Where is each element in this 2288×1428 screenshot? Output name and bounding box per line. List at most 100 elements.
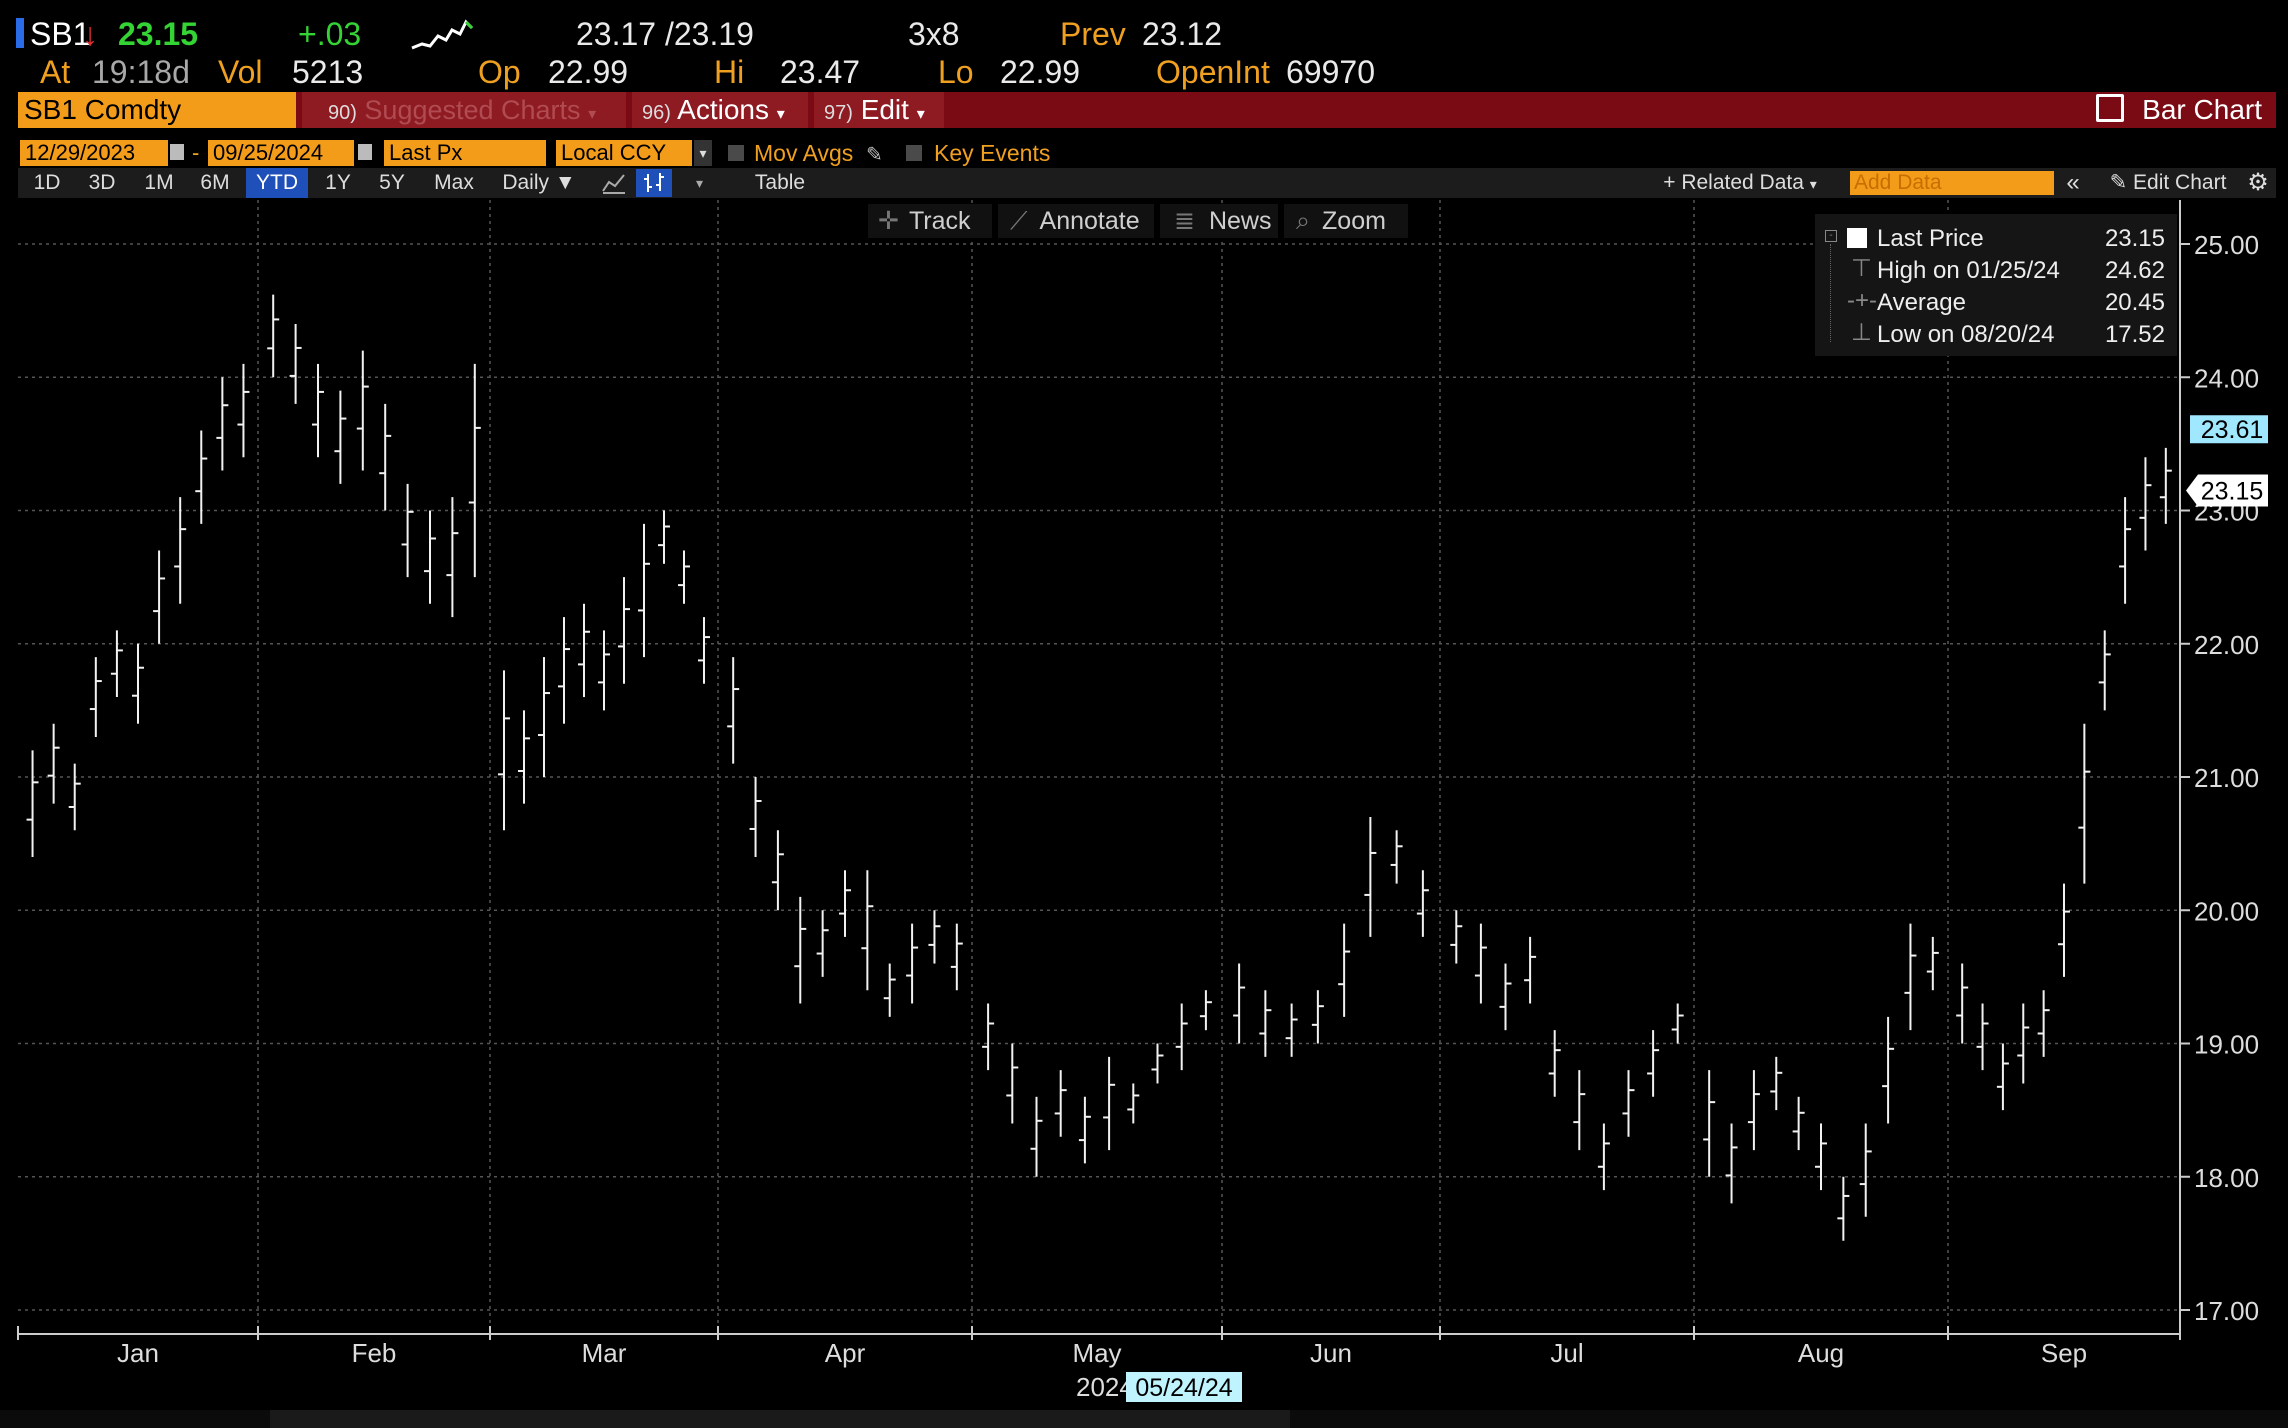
last-price: 23.15	[118, 16, 199, 52]
pencil-icon[interactable]: ✎	[866, 144, 883, 166]
price-bar	[1524, 936, 1537, 1004]
price-bar	[1338, 923, 1351, 1017]
actions-button[interactable]: 96) Actions ▾	[632, 92, 808, 128]
suggested-label: Suggested Charts	[364, 95, 581, 125]
price-bar	[356, 350, 369, 471]
range-ytd[interactable]: YTD	[246, 168, 308, 198]
y-tick-label: 19.00	[2194, 1030, 2259, 1060]
open-value: 22.99	[548, 54, 629, 90]
magnifier-icon: ⌕	[1296, 207, 1311, 235]
chevron-down-icon: ▾	[588, 106, 597, 123]
zoom-tool[interactable]: ⌕ Zoom	[1284, 204, 1408, 238]
calendar-icon[interactable]	[170, 144, 184, 160]
price-bar	[1175, 1003, 1188, 1071]
y-tick-label: 17.00	[2194, 1296, 2259, 1326]
add-data-input[interactable]: Add Data	[1850, 171, 2054, 195]
collapse-icon[interactable]: «	[2066, 169, 2080, 196]
chart-legend: - Last Price 23.15 ⊤ High on 01/25/24 24…	[1815, 214, 2177, 356]
price-marker-label: 23.61	[2201, 416, 2264, 444]
legend-low-value: 17.52	[2104, 321, 2165, 348]
related-data-button[interactable]: + Related Data ▾	[1646, 168, 1834, 198]
price-bar	[153, 550, 166, 644]
range-max[interactable]: Max	[434, 171, 474, 194]
price-bar	[518, 710, 530, 804]
price-marker-label: 23.15	[2201, 478, 2264, 506]
price-bar	[174, 497, 187, 604]
open-label: Op	[478, 54, 521, 90]
scroll-track[interactable]	[270, 1410, 1290, 1428]
line-chart-icon[interactable]	[600, 170, 628, 196]
x-tick-label: Jul	[1550, 1338, 1583, 1368]
x-tick-label: Mar	[582, 1338, 627, 1368]
price-bar	[2078, 723, 2091, 884]
bar-chart-button[interactable]: Bar Chart	[2096, 92, 2262, 128]
price-bar	[678, 550, 690, 604]
y-tick-label: 22.00	[2194, 630, 2259, 660]
edit-button[interactable]: 97) Edit ▾	[814, 92, 944, 128]
price-bar	[401, 483, 414, 578]
price-bar	[1006, 1043, 1019, 1124]
net-change: +.03	[298, 16, 362, 52]
legend-average-label: Average	[1877, 289, 1966, 316]
mov-avgs-checkbox[interactable]	[728, 145, 744, 161]
currency-select[interactable]: Local CCY	[556, 140, 692, 166]
low-value: 22.99	[1000, 54, 1081, 90]
end-date-field[interactable]: 09/25/2024	[208, 140, 354, 166]
track-tool[interactable]: ✛ Track	[868, 204, 992, 238]
range-5y[interactable]: 5Y	[379, 171, 405, 194]
price-bar	[698, 617, 710, 684]
price-bar	[195, 430, 208, 524]
date-separator: -	[192, 140, 200, 165]
chevron-down-icon[interactable]: ▾	[696, 175, 704, 191]
price-marker: 23.15	[2186, 474, 2268, 507]
price-bar	[1671, 1003, 1684, 1044]
actions-number: 96)	[642, 102, 671, 124]
key-events-label[interactable]: Key Events	[934, 140, 1051, 166]
price-bar	[1127, 1083, 1140, 1124]
price-bar	[1499, 963, 1512, 1031]
price-bar	[1548, 1030, 1561, 1097]
range-1m[interactable]: 1M	[144, 171, 174, 194]
price-bar	[1103, 1056, 1116, 1151]
gear-icon[interactable]: ⚙	[2247, 169, 2269, 196]
key-events-checkbox[interactable]	[906, 145, 922, 161]
last-price-swatch	[1847, 228, 1867, 248]
y-tick-label: 21.00	[2194, 763, 2259, 793]
table-button[interactable]: Table	[754, 171, 806, 194]
chevron-down-icon[interactable]: ▾	[694, 140, 712, 166]
price-bar	[2037, 990, 2050, 1057]
collapse-icon[interactable]: -	[1825, 230, 1837, 242]
range-6m[interactable]: 6M	[200, 171, 230, 194]
price-bar	[1054, 1070, 1067, 1137]
related-data-label: Related Data	[1681, 171, 1804, 194]
edit-chart-button[interactable]: ✎ Edit Chart	[2098, 168, 2238, 198]
annotate-tool[interactable]: ⟋ Annotate	[998, 204, 1154, 238]
range-1d[interactable]: 1D	[33, 171, 61, 194]
bar-chart-icon[interactable]	[636, 169, 672, 197]
popout-icon	[2096, 94, 2125, 122]
price-bar	[2098, 630, 2111, 711]
price-bar	[618, 577, 630, 684]
price-bar	[68, 763, 81, 831]
range-3d[interactable]: 3D	[88, 171, 116, 194]
price-bar	[1450, 910, 1463, 964]
range-1y[interactable]: 1Y	[325, 171, 351, 194]
suggested-charts-button[interactable]: 90) Suggested Charts ▾	[302, 92, 626, 128]
security-field[interactable]: SB1 Comdty	[18, 92, 296, 128]
frequency-select[interactable]: Daily ▼	[494, 168, 584, 198]
prev-value: 23.12	[1142, 16, 1223, 52]
start-date-field[interactable]: 12/29/2023	[20, 140, 168, 166]
news-tool[interactable]: ≣ News	[1160, 204, 1278, 238]
mov-avgs-label[interactable]: Mov Avgs	[754, 140, 854, 166]
edit-number: 97)	[824, 102, 853, 124]
price-bar	[1703, 1070, 1716, 1177]
x-tick-label: May	[1072, 1338, 1121, 1368]
annotate-label: Annotate	[1039, 207, 1140, 235]
price-bar	[446, 497, 459, 618]
price-bar	[1573, 1070, 1586, 1151]
price-field-select[interactable]: Last Px	[384, 140, 546, 166]
at-label: At	[40, 54, 71, 90]
calendar-icon[interactable]	[358, 144, 372, 160]
price-bar	[26, 750, 39, 857]
